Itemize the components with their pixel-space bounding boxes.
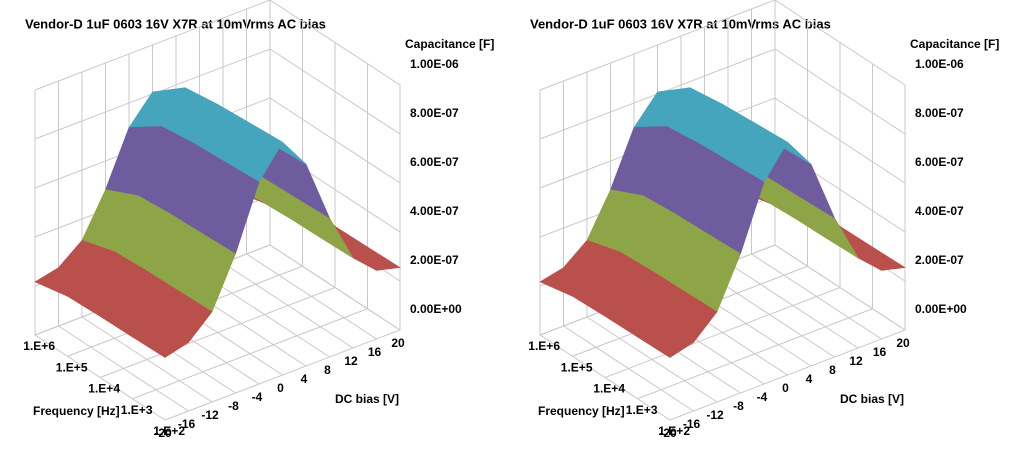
x-tick-label: -8 (228, 399, 239, 413)
z-axis-title: Capacitance [F] (405, 37, 494, 51)
z-tick-label: 1.00E-06 (410, 57, 459, 71)
y-axis-title: Frequency [Hz] (538, 404, 625, 418)
grid-line (637, 63, 873, 400)
x-tick-label: -8 (733, 399, 744, 413)
x-tick-label: 20 (896, 336, 910, 350)
x-tick-label: -4 (757, 390, 768, 404)
y-tick-label: 1.E+6 (528, 339, 560, 353)
z-axis-title: Capacitance [F] (910, 37, 999, 51)
x-tick-label: 0 (782, 381, 789, 395)
x-tick-label: -20 (659, 426, 677, 440)
x-tick-label: 12 (849, 354, 863, 368)
grid-line (164, 85, 401, 421)
x-tick-label: 4 (806, 372, 813, 386)
chart: Vendor-D 1uF 0603 16V X7R at 10mVrms AC … (23, 0, 494, 440)
x-tick-label: -4 (252, 390, 263, 404)
z-tick-label: 0.00E+00 (915, 302, 967, 316)
chart-title: Vendor-D 1uF 0603 16V X7R at 10mVrms AC … (530, 16, 831, 31)
z-tick-label: 6.00E-07 (915, 155, 964, 169)
y-axis-title: Frequency [Hz] (33, 404, 120, 418)
z-tick-label: 2.00E-07 (410, 253, 459, 267)
z-tick-label: 8.00E-07 (410, 106, 459, 120)
z-tick-label: 4.00E-07 (915, 204, 964, 218)
x-tick-label: -16 (178, 417, 196, 431)
x-tick-label: 8 (829, 363, 836, 377)
x-tick-label: -16 (683, 417, 701, 431)
y-tick-label: 1.E+2 (153, 424, 185, 438)
y-tick-label: 1.E+2 (658, 424, 690, 438)
surface-patch (636, 321, 695, 358)
surface-patch (131, 321, 190, 358)
x-tick-label: 0 (277, 381, 284, 395)
y-tick-label: 1.E+4 (593, 382, 625, 396)
x-tick-label: 8 (324, 363, 331, 377)
grid-line (34, 0, 401, 91)
z-tick-label: 6.00E-07 (410, 155, 459, 169)
x-axis-title: DC bias [V] (335, 392, 399, 406)
x-tick-label: 16 (873, 345, 887, 359)
chart-title: Vendor-D 1uF 0603 16V X7R at 10mVrms AC … (25, 16, 326, 31)
surface-patch (343, 246, 401, 271)
z-tick-label: 8.00E-07 (915, 106, 964, 120)
grid-line (669, 85, 906, 421)
chart: Vendor-D 1uF 0603 16V X7R at 10mVrms AC … (528, 0, 999, 440)
x-tick-label: 20 (391, 336, 405, 350)
x-tick-label: -20 (154, 426, 172, 440)
x-tick-label: 16 (368, 345, 382, 359)
z-tick-label: 1.00E-06 (915, 57, 964, 71)
y-tick-label: 1.E+4 (88, 382, 120, 396)
x-tick-label: 4 (301, 372, 308, 386)
x-tick-label: -12 (201, 408, 219, 422)
x-tick-label: 12 (344, 354, 358, 368)
x-tick-label: -12 (706, 408, 724, 422)
grid-line (539, 0, 906, 91)
y-tick-label: 1.E+5 (561, 360, 593, 374)
surface-patch (848, 246, 906, 271)
z-tick-label: 0.00E+00 (410, 302, 462, 316)
z-tick-label: 4.00E-07 (410, 204, 459, 218)
grid-line (132, 63, 368, 400)
z-tick-label: 2.00E-07 (915, 253, 964, 267)
y-tick-label: 1.E+6 (23, 339, 55, 353)
y-tick-label: 1.E+5 (56, 360, 88, 374)
y-tick-label: 1.E+3 (121, 403, 153, 417)
y-tick-label: 1.E+3 (626, 403, 658, 417)
x-axis-title: DC bias [V] (840, 392, 904, 406)
